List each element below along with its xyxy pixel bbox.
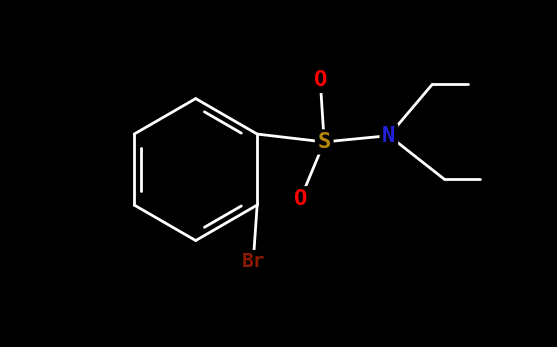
Text: O: O [314, 70, 327, 91]
Text: Br: Br [242, 252, 265, 271]
Text: S: S [317, 132, 331, 152]
Text: N: N [382, 126, 395, 146]
Text: O: O [294, 189, 307, 209]
